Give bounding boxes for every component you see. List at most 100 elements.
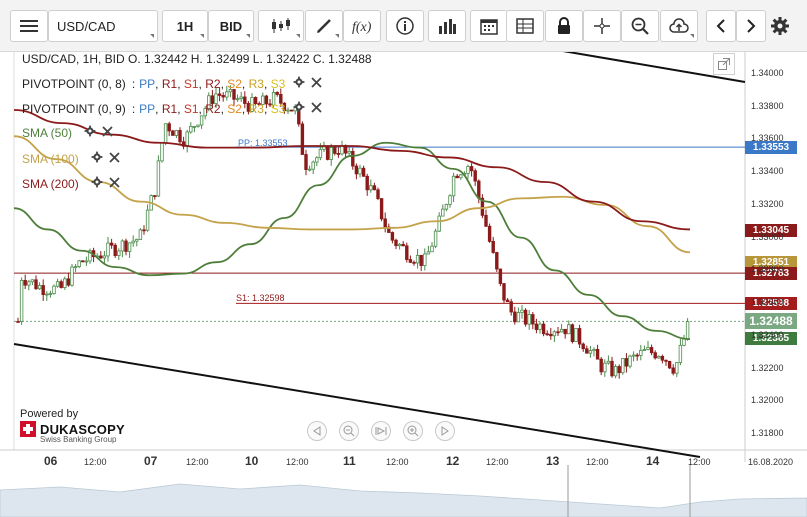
candle-body	[127, 242, 132, 252]
candle-body	[45, 293, 49, 296]
gear-icon[interactable]	[293, 76, 305, 91]
expand-icon[interactable]	[713, 53, 735, 75]
dropdown-caret-icon	[246, 34, 250, 38]
candle-body	[390, 232, 395, 241]
candle-body	[77, 260, 81, 268]
candle-body	[567, 324, 571, 335]
timeframe-selector[interactable]: 1H	[162, 10, 208, 42]
legend-s3: S3	[270, 101, 286, 116]
close-icon[interactable]	[109, 176, 120, 191]
brand-subtitle: Swiss Banking Group	[40, 435, 117, 444]
zoom-in-button[interactable]	[403, 421, 423, 441]
cloud-upload-icon[interactable]	[660, 10, 698, 42]
gear-icon[interactable]	[91, 151, 103, 166]
price-chart[interactable]	[0, 52, 807, 517]
candle-body	[156, 160, 161, 197]
dropdown-caret-icon	[296, 34, 300, 38]
candle-body	[214, 93, 218, 104]
x-day-label: 07	[144, 454, 158, 468]
candle-body	[163, 123, 168, 144]
dropdown-caret-icon	[150, 34, 154, 38]
legend-pivot-8-label: PIVOTPOINT (0, 8)	[22, 76, 126, 91]
candle-body	[336, 153, 341, 155]
candle-body	[685, 321, 690, 340]
chevron-right-icon[interactable]	[736, 10, 766, 42]
close-icon[interactable]	[109, 151, 120, 166]
reset-view-button[interactable]	[371, 421, 391, 441]
candle-body	[268, 103, 272, 106]
candle-body	[423, 253, 427, 266]
candle-body	[559, 328, 564, 333]
info-icon[interactable]	[386, 10, 424, 42]
x-day-label: 14	[646, 454, 660, 468]
candle-body	[595, 349, 600, 360]
navigator-area	[0, 483, 807, 517]
x-day-label: 13	[546, 454, 560, 468]
timeframe-label: 1H	[176, 18, 194, 34]
legend-sma-200-label: SMA (200)	[22, 176, 79, 191]
chevron-left-icon[interactable]	[706, 10, 736, 42]
candle-body	[563, 328, 567, 335]
candle-body	[300, 123, 305, 155]
x-tick-label: 12:00	[84, 457, 107, 467]
dropdown-caret-icon	[335, 34, 339, 38]
legend-sma-200[interactable]: SMA (200)	[22, 176, 120, 191]
crosshair-icon[interactable]	[583, 10, 621, 42]
fx-icon[interactable]: f(x)	[343, 10, 381, 42]
candle-body	[282, 102, 287, 112]
pencil-icon[interactable]	[305, 10, 343, 42]
candle-body	[505, 299, 510, 303]
candle-body	[84, 260, 89, 263]
legend-pivot-8[interactable]: PIVOTPOINT (0, 8) : PP, R1, S1, R2, S2, …	[22, 76, 322, 91]
gear-icon[interactable]	[91, 176, 103, 191]
scroll-left-button[interactable]	[307, 421, 327, 441]
dropdown-caret-icon	[690, 34, 694, 38]
candle-body	[570, 324, 575, 342]
candle-body	[239, 96, 243, 100]
legend-sma-100[interactable]: SMA (100)	[22, 151, 120, 166]
chart-area[interactable]: USD/CAD, 1H, BID O. 1.32442 H. 1.32499 L…	[0, 52, 807, 517]
table-icon[interactable]	[506, 10, 544, 42]
candle-body	[138, 229, 143, 240]
candle-body	[210, 95, 215, 104]
close-icon[interactable]	[311, 76, 322, 91]
hamburger-menu-icon[interactable]	[10, 10, 48, 42]
candle-body	[329, 147, 333, 160]
symbol-selector[interactable]: USD/CAD	[48, 10, 158, 42]
dukascopy-logo: DUKASCOPY	[20, 421, 125, 437]
gear-icon[interactable]	[84, 125, 96, 140]
lock-icon[interactable]	[545, 10, 583, 42]
candle-body	[160, 142, 164, 162]
legend-sma-50[interactable]: SMA (50)	[22, 125, 113, 140]
candle-body	[466, 166, 470, 174]
candle-body	[480, 197, 485, 216]
gear-icon[interactable]	[293, 101, 305, 116]
price-tag: 1.32488	[745, 313, 797, 330]
scroll-right-button[interactable]	[435, 421, 455, 441]
gear-icon[interactable]	[770, 16, 790, 36]
zoom-out-button[interactable]	[339, 421, 359, 441]
zoom-icon[interactable]	[621, 10, 659, 42]
candlestick-icon[interactable]	[258, 10, 304, 42]
close-icon[interactable]	[311, 101, 322, 116]
candle-body	[401, 243, 405, 247]
candle-body	[498, 268, 503, 284]
candle-body	[613, 366, 618, 377]
bar-chart-icon[interactable]	[428, 10, 466, 42]
candle-body	[408, 259, 413, 263]
candle-body	[289, 109, 294, 112]
close-icon[interactable]	[102, 125, 113, 140]
candle-body	[351, 150, 355, 167]
candle-body	[63, 278, 67, 288]
candle-body	[451, 175, 456, 197]
candle-body	[117, 250, 121, 256]
candle-body	[415, 254, 420, 264]
candle-body	[628, 355, 632, 367]
legend-pivot-9[interactable]: PIVOTPOINT (0, 9) : PP, R1, S1, R2, S2, …	[22, 101, 322, 116]
calendar-icon[interactable]	[470, 10, 508, 42]
candle-body	[484, 214, 488, 227]
dukascopy-branding: Powered by DUKASCOPY Swiss Banking Group	[20, 408, 125, 444]
price-side-selector[interactable]: BID	[208, 10, 254, 42]
x-day-label: 11	[343, 454, 356, 468]
candle-body	[369, 185, 373, 191]
